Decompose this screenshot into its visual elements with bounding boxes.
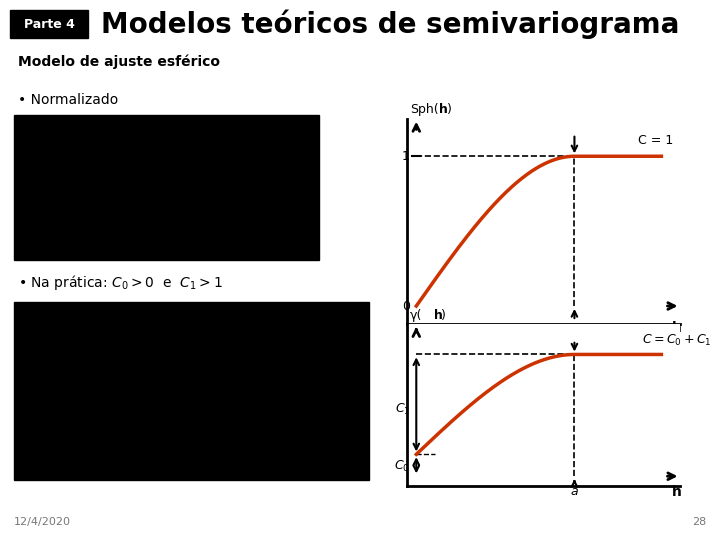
Text: ): ) bbox=[447, 103, 452, 116]
Bar bbox=[10, 10, 88, 38]
Text: $C_1$: $C_1$ bbox=[395, 402, 410, 417]
Bar bbox=[14, 115, 319, 260]
Text: C = 1: C = 1 bbox=[638, 134, 673, 147]
Text: Sph(: Sph( bbox=[410, 103, 438, 116]
Text: h: h bbox=[433, 308, 443, 321]
Bar bbox=[14, 302, 369, 480]
Text: h: h bbox=[439, 103, 448, 116]
Text: $C_0$: $C_0$ bbox=[395, 459, 410, 474]
Text: 12/4/2020: 12/4/2020 bbox=[14, 517, 71, 527]
Text: 1: 1 bbox=[402, 150, 410, 163]
Text: h: h bbox=[672, 485, 682, 499]
Text: Modelo de ajuste esférico: Modelo de ajuste esférico bbox=[18, 55, 220, 69]
Text: • Normalizado: • Normalizado bbox=[18, 93, 118, 107]
Text: 0: 0 bbox=[402, 300, 410, 313]
Text: γ(: γ( bbox=[410, 308, 423, 321]
Text: h: h bbox=[672, 321, 682, 335]
Text: a: a bbox=[571, 485, 578, 498]
Text: 28: 28 bbox=[692, 517, 706, 527]
Text: Modelos teóricos de semivariograma: Modelos teóricos de semivariograma bbox=[101, 9, 679, 39]
Text: Parte 4: Parte 4 bbox=[24, 17, 74, 30]
Text: a: a bbox=[571, 321, 578, 334]
Text: $C = C_0 + C_1$: $C = C_0 + C_1$ bbox=[642, 333, 712, 348]
Text: • Na prática: $C_0 > 0$  e  $C_1 > 1$: • Na prática: $C_0 > 0$ e $C_1 > 1$ bbox=[18, 273, 222, 292]
Text: ): ) bbox=[441, 308, 446, 321]
